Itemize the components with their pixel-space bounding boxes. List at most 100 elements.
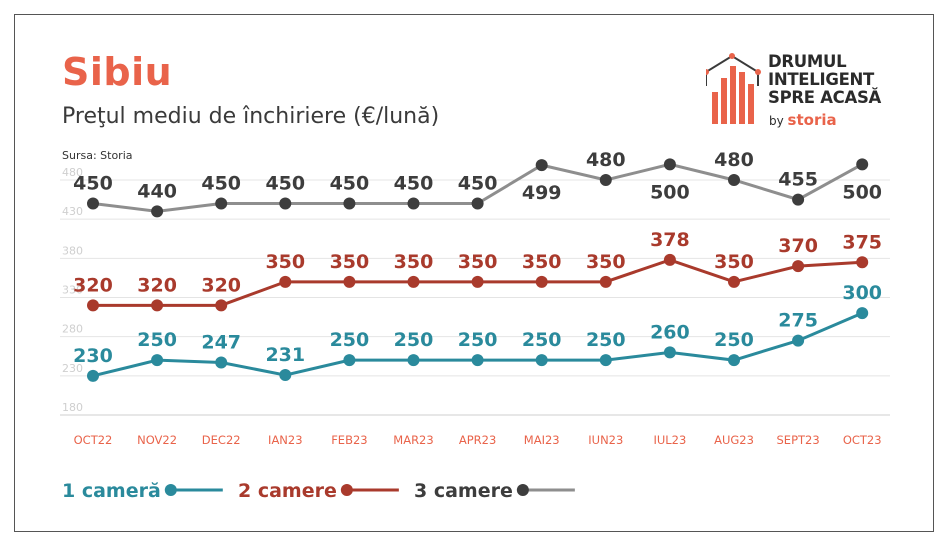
legend-label: 1 cameră (62, 480, 161, 502)
y-tick-label: 430 (62, 205, 83, 218)
data-label: 350 (394, 251, 434, 273)
data-label: 450 (201, 173, 241, 195)
data-point (599, 354, 612, 367)
y-tick-label: 180 (62, 401, 83, 414)
logo-dot (729, 53, 735, 59)
data-label: 250 (330, 329, 370, 351)
data-label: 450 (73, 173, 113, 195)
logo-line-1: DRUMUL (768, 52, 847, 71)
data-point (151, 205, 164, 218)
data-point (663, 253, 676, 266)
data-label: 440 (137, 180, 177, 202)
y-tick-label: 330 (62, 284, 83, 297)
data-point (407, 197, 420, 210)
logo-bar (739, 72, 745, 124)
data-label: 350 (522, 251, 562, 273)
source-note: Sursa: Storia (62, 149, 133, 162)
y-tick-label: 380 (62, 244, 83, 257)
series-layer: 450 440 450 450 450 450 450 499 480 500 480 455 500 3… (73, 149, 882, 382)
data-label: 480 (586, 149, 626, 171)
logo-dot (706, 69, 709, 75)
legend-marker (164, 484, 177, 496)
data-point (343, 197, 356, 210)
data-label: 320 (201, 274, 241, 296)
storia-logo-icon (706, 53, 761, 124)
data-point (343, 275, 356, 288)
data-label: 275 (778, 310, 818, 332)
data-label: 450 (458, 173, 498, 195)
series-1-cameră: 230 250 247 231 250 250 250 250 250 260 250 275 300 (73, 282, 882, 382)
data-point (215, 299, 228, 312)
series-3-camere: 450 440 450 450 450 450 450 499 480 500 480 455 500 (73, 149, 882, 218)
logo-bar (712, 92, 718, 124)
chart-title: Sibiu (62, 50, 173, 94)
data-point (151, 299, 164, 312)
data-label: 378 (650, 229, 690, 251)
data-point (407, 275, 420, 288)
data-point (535, 275, 548, 288)
data-label: 320 (137, 274, 177, 296)
logo-bar (748, 84, 754, 124)
data-point (343, 354, 356, 367)
legend-marker (340, 484, 353, 496)
chart-frame (14, 14, 934, 532)
data-label: 350 (714, 251, 754, 273)
x-axis-ticks: OCT22 NOV22 DEC22 IAN23 FEB23 MAR23 APR23 MAI23… (74, 433, 882, 447)
grid-lines (60, 179, 890, 416)
data-point (279, 275, 292, 288)
data-point (151, 354, 164, 367)
data-point (215, 356, 228, 369)
data-label: 500 (842, 181, 882, 203)
x-tick-label: AUG23 (714, 433, 754, 447)
x-tick-label: APR23 (459, 433, 496, 447)
data-point (792, 260, 805, 273)
data-point (599, 275, 612, 288)
x-tick-label: MAR23 (393, 433, 433, 447)
data-label: 350 (458, 251, 498, 273)
data-point (728, 354, 740, 367)
data-label: 247 (201, 332, 241, 354)
data-label: 450 (394, 173, 434, 195)
data-label: 375 (842, 231, 882, 253)
x-tick-label: OCT22 (74, 433, 113, 447)
data-label: 350 (330, 251, 370, 273)
data-label: 300 (842, 282, 882, 304)
x-tick-label: DEC22 (202, 433, 241, 447)
data-point (856, 158, 869, 171)
data-point (856, 256, 869, 269)
x-tick-label: MAI23 (524, 433, 560, 447)
data-label: 499 (522, 182, 562, 204)
data-point (535, 354, 548, 367)
logo-text: DRUMUL INTELIGENT SPRE ACASĂ (768, 53, 881, 107)
data-point (279, 369, 292, 382)
data-point (535, 159, 548, 172)
x-tick-label: IUN23 (588, 433, 623, 447)
data-label: 455 (778, 169, 818, 191)
legend-label: 3 camere (414, 480, 513, 502)
x-tick-label: SEPT23 (777, 433, 820, 447)
data-point (471, 275, 484, 288)
data-point (792, 334, 805, 347)
data-point (471, 197, 484, 210)
data-point (663, 346, 676, 359)
data-point (279, 197, 292, 210)
data-label: 350 (265, 251, 305, 273)
x-tick-label: OCT23 (843, 433, 882, 447)
y-axis-ticks: 180 230 280 330 380 430 480 (62, 166, 83, 414)
chart-subtitle: Preţul mediu de închiriere (€/lună) (62, 104, 440, 129)
data-label: 250 (586, 329, 626, 351)
data-point (599, 174, 612, 186)
data-label: 320 (73, 274, 113, 296)
data-point (87, 197, 99, 210)
logo-line-3: SPRE ACASĂ (768, 88, 881, 107)
data-label: 250 (714, 329, 754, 351)
data-label: 500 (650, 181, 690, 203)
data-point (407, 354, 420, 367)
logo-dot (755, 69, 761, 75)
data-point (215, 197, 228, 210)
y-tick-label: 480 (62, 166, 83, 179)
data-label: 260 (650, 321, 690, 343)
data-point (856, 307, 869, 320)
data-label: 250 (458, 329, 498, 351)
data-point (87, 369, 99, 382)
